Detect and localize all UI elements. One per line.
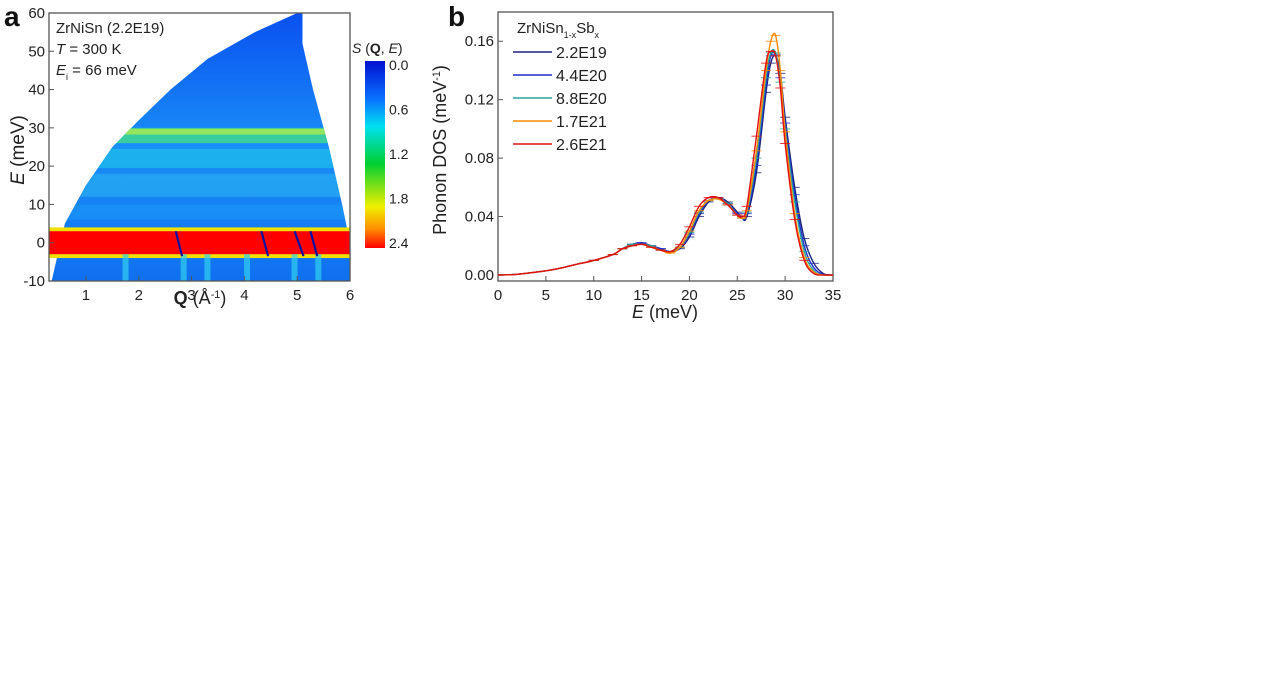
bragg-streak [204, 254, 211, 281]
x-tick-label: 10 [585, 287, 602, 304]
legend-label: 1.7E21 [556, 114, 607, 131]
colorbar-tick-label: 1.2 [389, 146, 409, 162]
heatmap-coverage [51, 13, 350, 281]
spurion-line [174, 230, 184, 257]
x-tick-label: 6 [346, 287, 354, 304]
x-tick-label: 0 [494, 287, 502, 304]
panel-label-b: b [448, 1, 465, 32]
y-axis-label: Phonon DOS (meV-1) [430, 65, 450, 235]
intensity-band [51, 204, 350, 220]
intensity-band [51, 128, 350, 135]
y-tick-label: 0 [37, 235, 45, 252]
y-tick-label: 0.16 [465, 33, 494, 50]
bragg-streak [122, 254, 129, 281]
legend-title: ZrNiSn1-xSbx [517, 20, 600, 40]
x-tick-label: 4 [240, 287, 248, 304]
plot-frame [497, 11, 834, 282]
dos-line-4.4E20 [497, 51, 834, 276]
intensity-band [51, 173, 350, 197]
x-tick-label: 20 [681, 287, 698, 304]
annotation-temperature: T = 300 K [56, 41, 121, 58]
y-tick-label: 0.12 [465, 92, 494, 109]
y-tick-label: 20 [28, 158, 45, 175]
legend-label: 2.6E21 [556, 137, 607, 154]
intensity-band [51, 148, 350, 169]
y-tick-label: 0.04 [465, 209, 494, 226]
y-tick-label: -10 [23, 273, 45, 290]
heatmap-bands [51, 127, 350, 220]
colorbar [365, 61, 385, 248]
spurion-line [293, 230, 305, 257]
x-tick-label: 2 [135, 287, 143, 304]
colorbar-tick-label: 2.4 [389, 235, 409, 251]
annotation-incident-energy: Ei = 66 meV [56, 62, 137, 82]
colorbar-title: S (Q, E) [352, 40, 403, 56]
y-tick-label: 0.08 [465, 150, 494, 167]
x-tick-label: 15 [633, 287, 650, 304]
legend-label: 4.4E20 [556, 68, 607, 85]
bragg-streak [180, 254, 187, 281]
x-tick-label: 5 [293, 287, 301, 304]
y-tick-label: 60 [28, 5, 45, 22]
x-tick-label: 30 [777, 287, 794, 304]
bragg-streak [291, 254, 298, 281]
y-tick-label: 30 [28, 120, 45, 137]
spurion-line [309, 230, 319, 257]
y-tick-label: 50 [28, 43, 45, 60]
y-tick-label: 10 [28, 196, 45, 213]
dos-line-8.8E20 [497, 48, 834, 277]
y-tick-label: 0.00 [465, 267, 494, 284]
heatmap-area [49, 13, 350, 281]
x-tick-label: 3 [187, 287, 195, 304]
legend-label: 2.2E19 [556, 45, 607, 62]
dos-line-2.6E21 [497, 50, 834, 276]
colorbar-tick-label: 1.8 [389, 191, 409, 207]
plot-frame [48, 12, 351, 282]
x-tick-label: 35 [825, 287, 842, 304]
panel-label-a: a [4, 1, 20, 32]
x-tick-label: 25 [729, 287, 746, 304]
elastic-band [49, 231, 350, 255]
x-axis-label: E (meV) [632, 302, 698, 322]
colorbar-tick-label: 0.0 [389, 57, 409, 73]
y-tick-label: 40 [28, 82, 45, 99]
x-tick-label: 1 [82, 287, 90, 304]
spurion-line [260, 230, 270, 257]
bragg-streak [244, 254, 251, 281]
colorbar-tick-label: 0.6 [389, 102, 409, 118]
x-tick-label: 5 [542, 287, 550, 304]
y-axis-label: E (meV) [8, 115, 29, 185]
panel-a: 1 2 3 4 5 6 -10 0 10 20 30 40 50 60 Q (Å-1) E (meV) ZrNi… [8, 5, 409, 308]
legend-label: 8.8E20 [556, 91, 607, 108]
panel-b: 0 5 10 15 20 25 30 35 0.00 0.04 0.08 0.12 0.16 E (meV… [430, 11, 842, 322]
bragg-streak [315, 254, 322, 281]
dos-line-1.7E21 [497, 32, 834, 276]
annotation-sample: ZrNiSn (2.2E19) [56, 20, 164, 37]
x-axis-label: Q (Å-1) [174, 288, 227, 308]
